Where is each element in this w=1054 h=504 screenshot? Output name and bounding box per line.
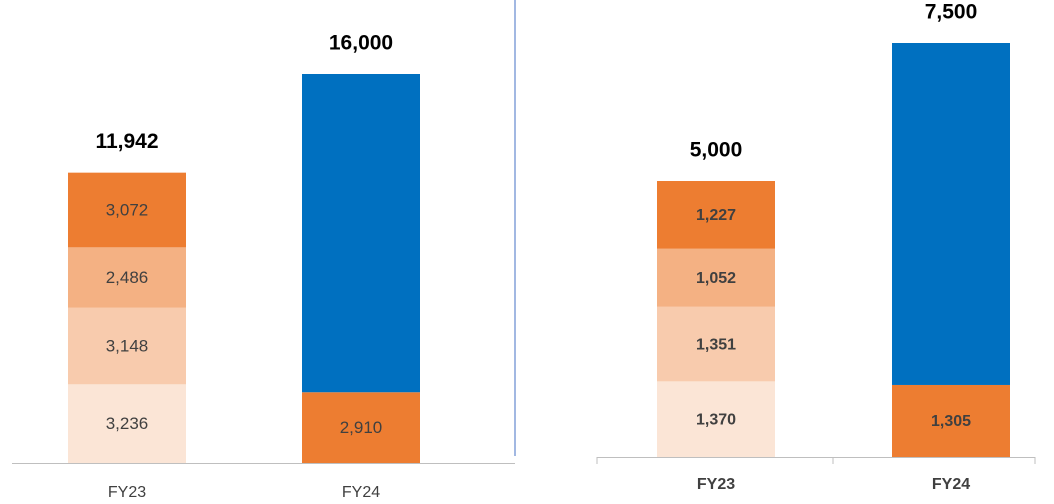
segment-label: 1,305	[931, 413, 971, 430]
segment-label: 2,486	[106, 268, 149, 287]
category-label: FY23	[697, 476, 735, 493]
category-label: FY23	[108, 484, 146, 501]
segment-label: 1,351	[696, 336, 736, 353]
total-label: 16,000	[329, 32, 393, 55]
segment-label: 3,236	[106, 414, 149, 433]
segment-label: 3,072	[106, 200, 149, 219]
chart-left: 3,236 3,148 2,486 3,072 11,942 FY23 2,910 16,00…	[12, 32, 515, 501]
segment-label: 1,052	[696, 270, 736, 287]
chart-right: 1,370 1,351 1,052 1,227 5,000 FY23 1,305 7,500 F…	[596, 1, 1036, 493]
bar-segment	[68, 172, 186, 248]
bar-segment	[892, 43, 1010, 385]
bar-segment	[68, 307, 186, 385]
total-label: 11,942	[95, 130, 158, 153]
category-label: FY24	[932, 476, 970, 493]
segment-label: 1,370	[696, 411, 736, 428]
bar-segment	[68, 384, 186, 463]
bar-segment	[302, 392, 420, 463]
bar-segment	[657, 381, 775, 457]
segment-label: 2,910	[340, 418, 383, 437]
total-label: 7,500	[925, 1, 978, 24]
category-label: FY24	[342, 484, 380, 501]
bar-segment	[657, 248, 775, 307]
total-label: 5,000	[690, 139, 743, 162]
segment-label: 1,227	[696, 207, 736, 224]
bar-segment	[68, 247, 186, 308]
bar-segment	[892, 384, 1010, 457]
segment-label: 3,148	[106, 337, 149, 356]
bar-segment	[657, 306, 775, 382]
bar-segment	[657, 181, 775, 249]
bar-segment	[302, 74, 420, 393]
